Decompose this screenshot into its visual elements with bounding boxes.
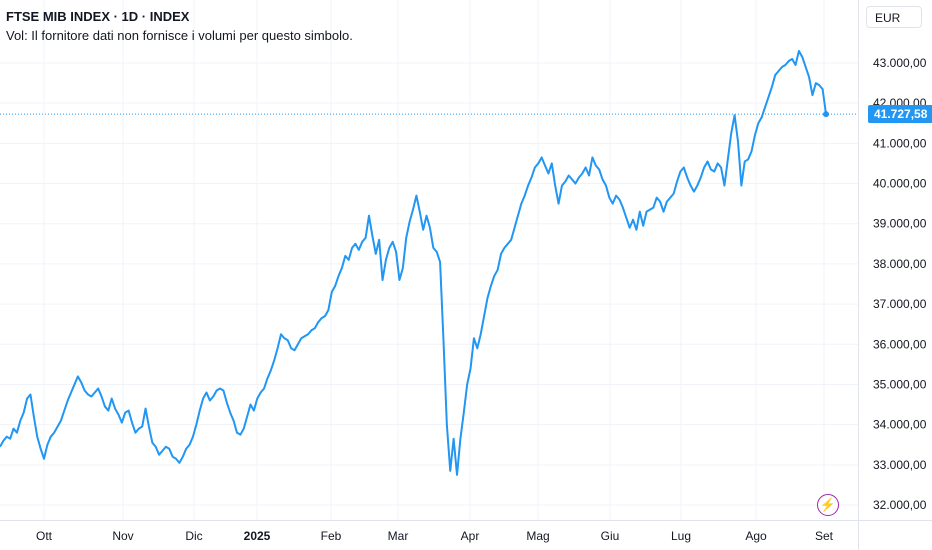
y-tick-label: 32.000,00: [873, 498, 927, 512]
volume-note: Vol: Il fornitore dati non fornisce i vo…: [6, 28, 353, 43]
legend-header: FTSE MIB INDEX · 1D · INDEX Vol: Il forn…: [6, 8, 353, 46]
y-tick-label: 43.000,00: [873, 56, 927, 70]
x-tick-label: Ago: [745, 529, 767, 543]
x-tick-label: Lug: [671, 529, 691, 543]
last-point-marker: [823, 111, 829, 118]
y-tick-label: 37.000,00: [873, 297, 927, 311]
y-tick-label: 35.000,00: [873, 377, 927, 391]
x-tick-label: 2025: [244, 529, 271, 543]
y-tick-label: 38.000,00: [873, 257, 927, 271]
y-tick-label: 36.000,00: [873, 337, 927, 351]
x-tick-label: Giu: [601, 529, 620, 543]
y-tick-label: 40.000,00: [873, 177, 927, 191]
y-tick-label: 34.000,00: [873, 418, 927, 432]
time-axis-border: [0, 520, 932, 521]
x-tick-label: Mag: [526, 529, 549, 543]
price-series-line[interactable]: [0, 49, 827, 476]
x-tick-label: Ott: [36, 529, 53, 543]
x-tick-label: Feb: [321, 529, 342, 543]
lightning-icon[interactable]: ⚡: [817, 494, 839, 516]
last-price-label: 41.727,58: [868, 105, 932, 124]
x-tick-label: Apr: [461, 529, 480, 543]
price-axis-border: [858, 0, 859, 550]
x-tick-label: Dic: [185, 529, 202, 543]
x-tick-label: Mar: [388, 529, 409, 543]
y-tick-label: 33.000,00: [873, 458, 927, 472]
currency-button[interactable]: EUR: [866, 6, 922, 28]
x-tick-label: Nov: [112, 529, 133, 543]
y-tick-label: 39.000,00: [873, 217, 927, 231]
symbol-title[interactable]: FTSE MIB INDEX · 1D · INDEX: [6, 9, 190, 24]
x-tick-label: Set: [815, 529, 834, 543]
y-tick-label: 41.000,00: [873, 136, 927, 150]
